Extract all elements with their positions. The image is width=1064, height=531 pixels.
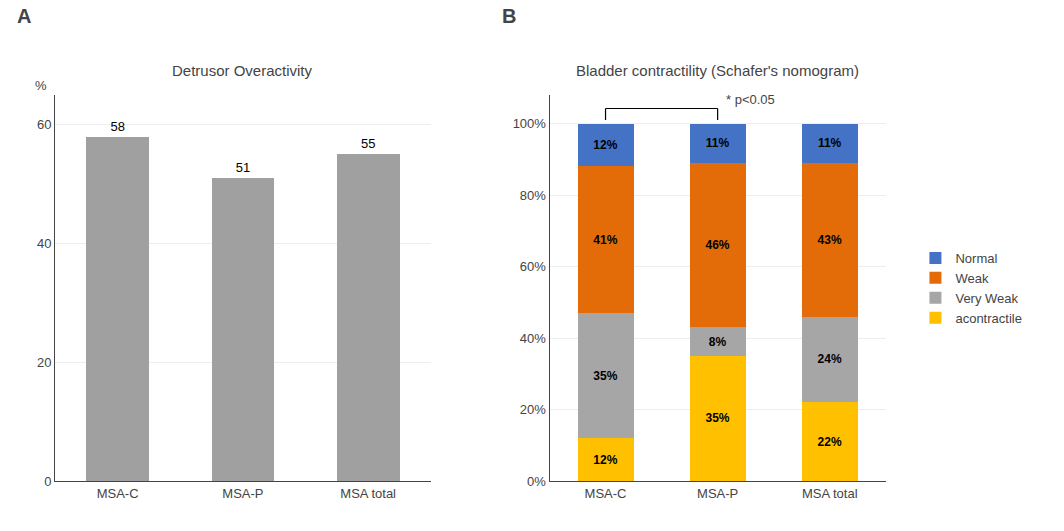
svg-text:12%: 12% bbox=[593, 453, 617, 467]
svg-text:55: 55 bbox=[361, 136, 375, 151]
svg-text:20: 20 bbox=[37, 355, 51, 370]
svg-text:60: 60 bbox=[37, 117, 51, 132]
svg-text:* p<0.05: * p<0.05 bbox=[726, 92, 775, 107]
svg-text:Very Weak: Very Weak bbox=[955, 291, 1018, 306]
svg-text:MSA-C: MSA-C bbox=[585, 486, 627, 501]
svg-text:A: A bbox=[17, 5, 31, 27]
svg-text:40%: 40% bbox=[520, 331, 546, 346]
svg-text:11%: 11% bbox=[706, 136, 730, 150]
svg-text:43%: 43% bbox=[818, 233, 842, 247]
svg-text:60%: 60% bbox=[520, 259, 546, 274]
svg-text:35%: 35% bbox=[705, 411, 729, 425]
svg-text:MSA-P: MSA-P bbox=[222, 486, 263, 501]
svg-text:MSA total: MSA total bbox=[340, 486, 396, 501]
svg-text:Bladder contractility (Schafer: Bladder contractility (Schafer's nomogra… bbox=[576, 62, 859, 79]
svg-text:41%: 41% bbox=[593, 233, 617, 247]
svg-text:24%: 24% bbox=[818, 352, 842, 366]
svg-text:MSA-P: MSA-P bbox=[697, 486, 738, 501]
svg-text:51: 51 bbox=[236, 160, 250, 175]
svg-text:0%: 0% bbox=[527, 474, 546, 489]
svg-text:20%: 20% bbox=[520, 402, 546, 417]
svg-text:0: 0 bbox=[44, 474, 51, 489]
svg-text:46%: 46% bbox=[705, 238, 729, 252]
svg-text:40: 40 bbox=[37, 236, 51, 251]
svg-text:MSA total: MSA total bbox=[802, 486, 858, 501]
svg-text:12%: 12% bbox=[593, 138, 617, 152]
svg-text:58: 58 bbox=[110, 119, 124, 134]
svg-text:Weak: Weak bbox=[955, 271, 988, 286]
svg-text:35%: 35% bbox=[593, 369, 617, 383]
svg-text:MSA-C: MSA-C bbox=[97, 486, 139, 501]
svg-text:Normal: Normal bbox=[955, 251, 997, 266]
svg-text:11%: 11% bbox=[818, 136, 842, 150]
svg-text:%: % bbox=[35, 78, 47, 93]
svg-text:Detrusor Overactivity: Detrusor Overactivity bbox=[172, 62, 313, 79]
svg-text:22%: 22% bbox=[818, 435, 842, 449]
svg-text:acontractile: acontractile bbox=[955, 311, 1021, 326]
svg-text:8%: 8% bbox=[709, 335, 727, 349]
svg-text:100%: 100% bbox=[513, 116, 547, 131]
svg-text:80%: 80% bbox=[520, 188, 546, 203]
svg-text:B: B bbox=[502, 5, 516, 27]
